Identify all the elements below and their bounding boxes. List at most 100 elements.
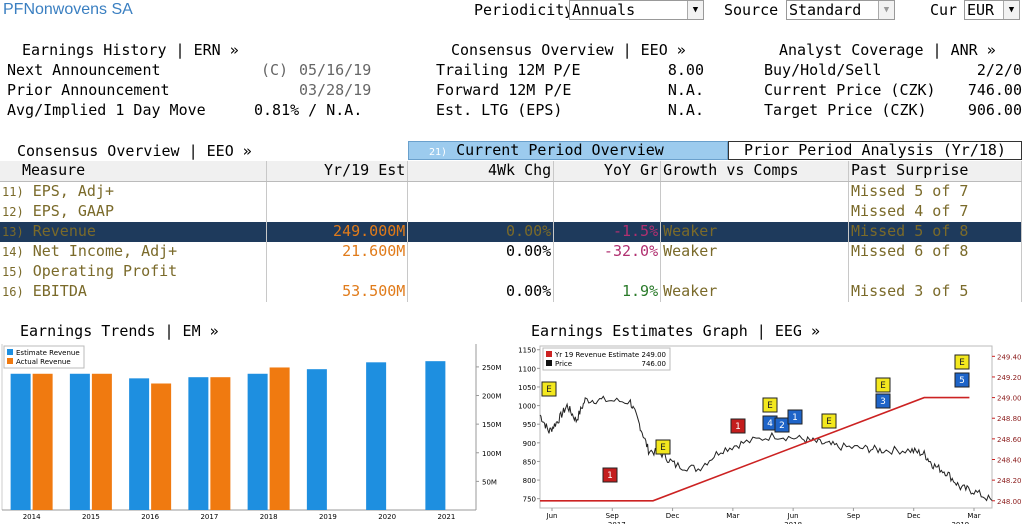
consensus-table: Measure Yr/19 Est 4Wk Chg YoY Gr Growth …	[0, 161, 1022, 302]
y-left-label: 900	[523, 440, 536, 448]
surprise-cell: Missed 5 of 8	[848, 221, 1022, 242]
event-marker[interactable]: 5	[954, 372, 970, 388]
currency-select[interactable]: EUR ▼	[964, 0, 1020, 20]
legend-price-label: Price	[555, 360, 572, 368]
measure-label: EPS, GAAP	[32, 201, 114, 220]
x-year-label: 2017	[608, 521, 626, 524]
avg-move-label: Avg/Implied 1 Day Move	[7, 101, 206, 119]
event-marker[interactable]: E	[954, 354, 970, 370]
event-marker[interactable]: E	[875, 377, 891, 393]
y-left-label: 950	[523, 421, 536, 429]
event-marker[interactable]: E	[541, 381, 557, 397]
col-surprise[interactable]: Past Surprise	[848, 161, 1022, 182]
event-marker[interactable]: E	[821, 413, 837, 429]
col-yoy[interactable]: YoY Gr	[553, 161, 662, 182]
x-tick-label: 2014	[23, 513, 41, 521]
event-marker[interactable]: E	[655, 439, 671, 455]
earnings-estimates-title[interactable]: Earnings Estimates Graph | EEG »	[531, 322, 820, 340]
chevron-down-icon[interactable]: ▼	[878, 1, 894, 19]
col-est[interactable]: Yr/19 Est	[266, 161, 409, 182]
chevron-down-icon[interactable]: ▼	[687, 1, 703, 19]
x-ticks-group: 2014 2015 2016 2017 2018 2019 2020 2021	[23, 513, 456, 521]
periodicity-select[interactable]: Annuals ▼	[569, 0, 704, 20]
event-marker[interactable]: 3	[875, 393, 891, 409]
company-name[interactable]: PFNonwovens SA	[3, 1, 133, 18]
table-row[interactable]: 12) EPS, GAAP Missed 4 of 7	[0, 201, 1022, 222]
revenue-estimate-line	[540, 396, 970, 502]
y-tick-label: 100M	[482, 450, 501, 458]
table-row[interactable]: 14) Net Income, Adj+ 21.600M 0.00% -32.0…	[0, 241, 1022, 262]
row-number: 12)	[2, 204, 24, 219]
source-select[interactable]: Standard ▼	[786, 0, 895, 20]
measure-label: EBITDA	[32, 281, 87, 300]
row-number: 11)	[2, 184, 24, 199]
analyst-coverage-title[interactable]: Analyst Coverage | ANR »	[779, 41, 996, 59]
col-measure[interactable]: Measure	[0, 161, 268, 182]
trailing-pe-value: 8.00	[667, 61, 704, 79]
x-tick-label: Jun	[546, 512, 558, 520]
chevron-down-icon[interactable]: ▼	[1003, 1, 1019, 19]
est-cell: 21.600M	[266, 241, 409, 262]
bar-actual	[269, 367, 290, 510]
yoy-cell	[553, 181, 662, 202]
y-tick-label: 200M	[482, 393, 501, 401]
next-announcement-value: 05/16/19	[299, 61, 372, 79]
marker-box	[774, 417, 790, 433]
row-measure: 13) Revenue	[0, 221, 268, 242]
marker-label: 4	[767, 419, 773, 429]
measure-label: EPS, Adj+	[32, 181, 114, 200]
ltg-value: N.A.	[667, 101, 704, 119]
y-ticks-group: 50M 100M 150M 200M 250M	[476, 364, 501, 486]
earnings-trends-chart: 50M 100M 150M 200M 250M 2014 2015 2016 2017 2018…	[0, 340, 508, 524]
table-row-selected[interactable]: 13) Revenue 249.000M 0.00% -1.5% Weaker …	[0, 221, 1022, 242]
forward-pe-value: N.A.	[667, 81, 704, 99]
est-cell: 53.500M	[266, 281, 409, 302]
legend-swatch-actual	[7, 358, 13, 364]
earnings-trends-title[interactable]: Earnings Trends | EM »	[20, 322, 219, 340]
surprise-cell: Missed 6 of 8	[848, 241, 1022, 262]
prior-announcement-value: 03/28/19	[299, 81, 372, 99]
tab-prior-period[interactable]: Prior Period Analysis (Yr/18)	[728, 141, 1022, 160]
table-row[interactable]: 15) Operating Profit	[0, 261, 1022, 282]
x-tick-label: Dec	[666, 512, 680, 520]
surprise-cell	[848, 261, 1022, 282]
x-tick-label: Jun	[787, 512, 799, 520]
row-measure: 11) EPS, Adj+	[0, 181, 268, 202]
legend-box	[542, 347, 671, 371]
prior-announcement-label: Prior Announcement	[7, 81, 170, 99]
legend-price-value: 746.00	[642, 360, 667, 368]
event-marker[interactable]: 1	[602, 467, 618, 483]
legend-swatch-price	[546, 360, 552, 366]
y-right-label: 248.20	[997, 477, 1022, 485]
marker-box	[821, 413, 837, 429]
y-left-label: 1150	[518, 347, 536, 355]
earnings-history-title[interactable]: Earnings History | ERN »	[22, 41, 239, 59]
table-row[interactable]: 16) EBITDA 53.500M 0.00% 1.9% Weaker Mis…	[0, 281, 1022, 302]
row-measure: 16) EBITDA	[0, 281, 268, 302]
col-growth[interactable]: Growth vs Comps	[660, 161, 850, 182]
table-row[interactable]: 11) EPS, Adj+ Missed 5 of 7	[0, 181, 1022, 202]
legend-estimate-label: Yr 19 Revenue Estimate	[554, 351, 639, 359]
x-tick-label: Sep	[847, 512, 861, 520]
marker-label: 2	[779, 421, 785, 431]
marker-box	[787, 409, 803, 425]
event-marker[interactable]: 2	[774, 417, 790, 433]
target-price-label: Target Price (CZK)	[764, 101, 927, 119]
consensus-overview-title[interactable]: Consensus Overview | EEO »	[451, 41, 686, 59]
col-chg[interactable]: 4Wk Chg	[407, 161, 555, 182]
consensus-section-title[interactable]: Consensus Overview | EEO »	[17, 142, 252, 160]
y-right-label: 248.00	[997, 498, 1022, 506]
tab-current-period[interactable]: 21) Current Period Overview (Yr/19)	[408, 141, 728, 178]
bar-estimate	[69, 373, 90, 510]
event-marker[interactable]: 1	[787, 409, 803, 425]
event-marker[interactable]: 1	[730, 418, 746, 434]
x-year-label: 2019	[951, 521, 969, 524]
buy-hold-sell-label: Buy/Hold/Sell	[764, 61, 882, 79]
yoy-cell: 1.9%	[553, 281, 662, 302]
marker-label: E	[546, 385, 552, 395]
event-marker[interactable]: E	[762, 397, 778, 413]
growth-cell: Weaker	[660, 281, 850, 302]
y-left-label: 1000	[518, 403, 536, 411]
marker-box	[762, 397, 778, 413]
x-tick-label: 2019	[319, 513, 337, 521]
